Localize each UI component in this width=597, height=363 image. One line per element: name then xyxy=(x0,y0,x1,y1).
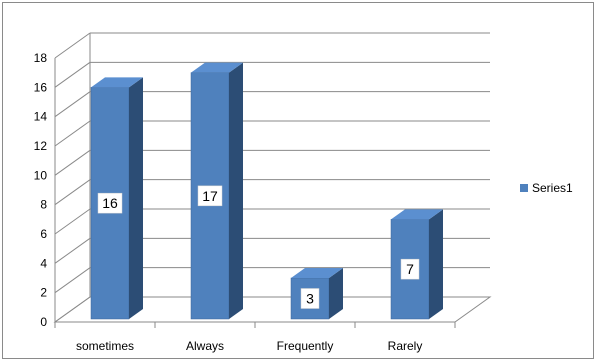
y-tick-label: 8 xyxy=(40,198,47,212)
side-wall-gridline xyxy=(54,179,91,206)
y-tick-label: 2 xyxy=(40,286,47,300)
bar-top xyxy=(391,209,443,220)
side-wall-gridline xyxy=(54,61,91,88)
chart-floor xyxy=(53,296,492,323)
bar-top xyxy=(91,77,143,88)
legend-label: Series1 xyxy=(532,181,573,195)
bar-top xyxy=(191,62,243,73)
x-category-label: Rarely xyxy=(388,339,423,353)
y-tick-label: 18 xyxy=(34,51,48,65)
bar-side xyxy=(329,268,343,319)
x-category-label: Frequently xyxy=(277,339,334,353)
bar-side xyxy=(129,77,143,319)
data-label-box xyxy=(197,185,223,207)
y-tick-label: 14 xyxy=(34,110,48,124)
side-wall-gridline xyxy=(54,208,91,235)
data-label: 3 xyxy=(306,291,314,307)
side-wall-gridline xyxy=(54,267,91,294)
y-tick-label: 10 xyxy=(34,168,48,182)
bar-top xyxy=(291,268,343,278)
data-label-box xyxy=(97,192,123,214)
data-label: 17 xyxy=(202,188,218,204)
data-label: 16 xyxy=(102,195,118,211)
side-wall-gridline xyxy=(54,237,91,264)
side-wall-gridline xyxy=(54,120,91,147)
bar-side xyxy=(429,209,443,319)
side-wall-gridline xyxy=(54,91,91,118)
y-tick-label: 6 xyxy=(40,227,47,241)
y-tick-label: 16 xyxy=(34,80,48,94)
x-category-label: Always xyxy=(186,339,224,353)
y-tick-label: 4 xyxy=(40,256,47,270)
side-wall-gridline xyxy=(54,149,91,176)
y-tick-label: 0 xyxy=(40,315,47,329)
x-category-label: sometimes xyxy=(76,339,134,353)
data-label: 7 xyxy=(406,261,414,277)
data-label-box xyxy=(300,288,320,309)
side-wall-gridline xyxy=(54,32,91,59)
legend-swatch xyxy=(520,184,528,192)
data-label-box xyxy=(400,258,420,280)
bar-side xyxy=(229,62,243,320)
y-tick-label: 12 xyxy=(34,139,48,153)
